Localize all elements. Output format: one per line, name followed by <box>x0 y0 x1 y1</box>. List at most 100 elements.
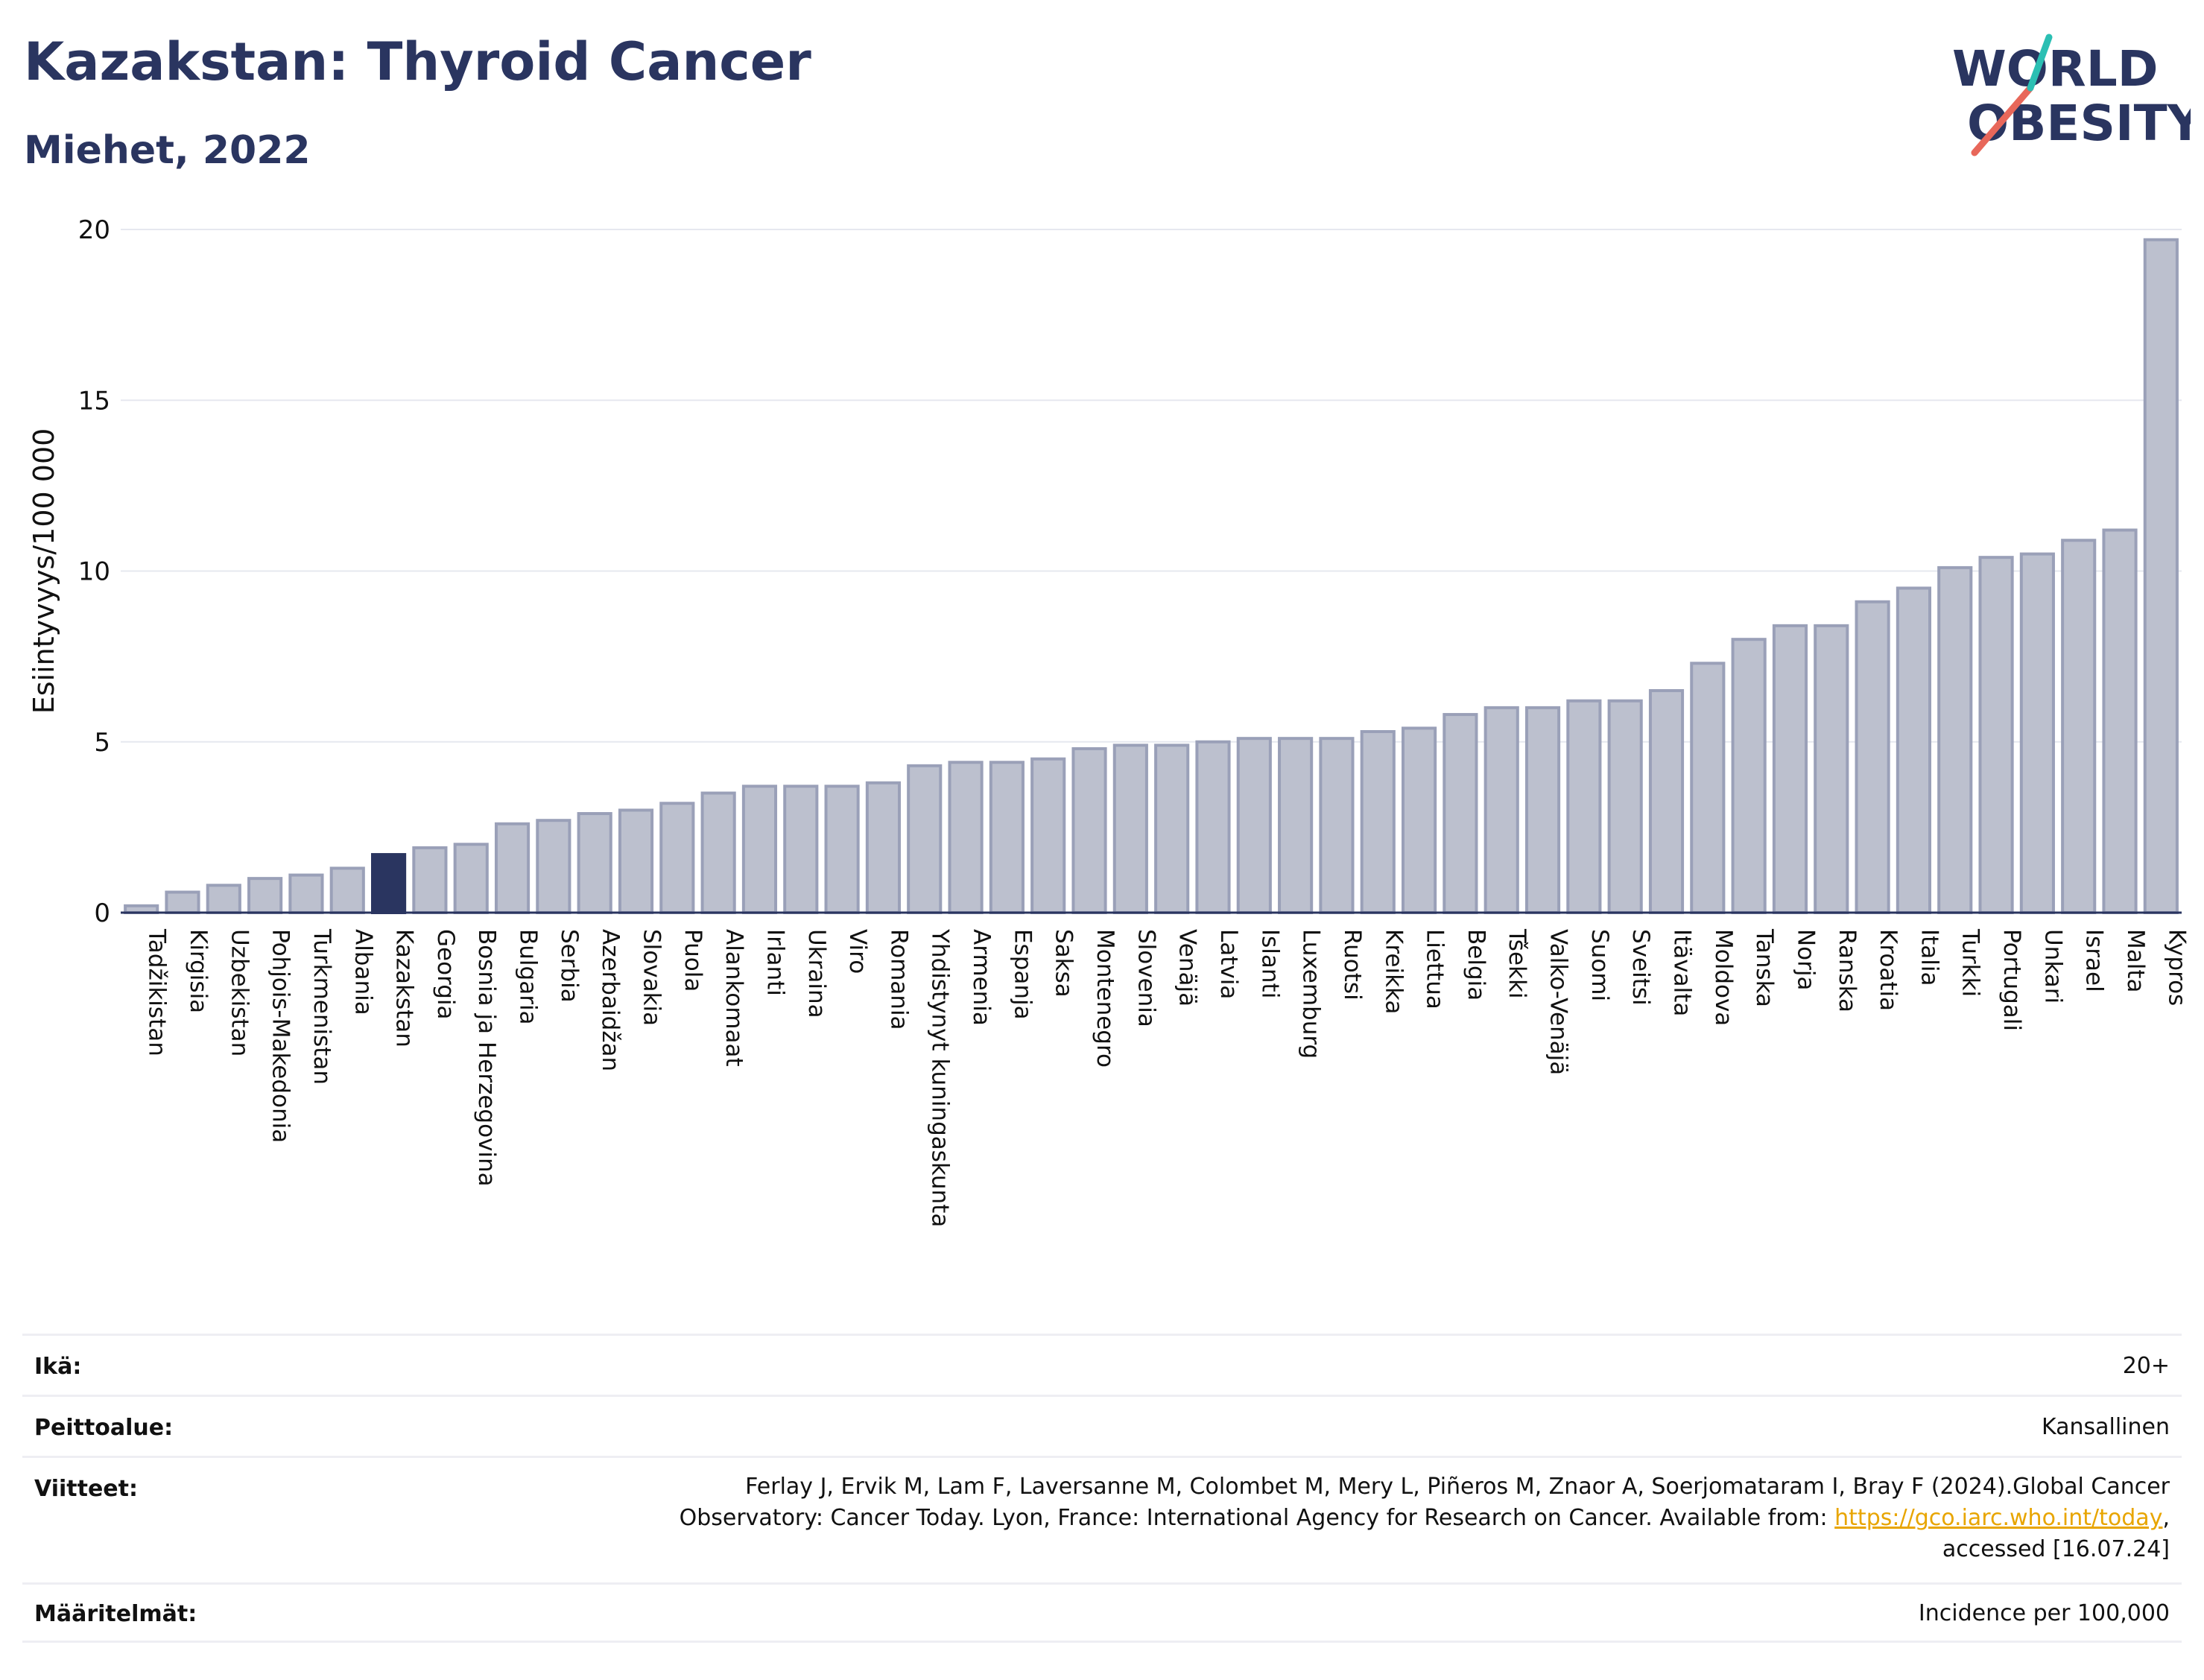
category-labels: Tadžikistan Kirgisia Uzbekistan Pohjois-Mak… <box>144 928 2191 1227</box>
reference-line-1: Ferlay J, Ervik M, Lam F, Laversanne M, … <box>745 1474 2170 1500</box>
category-label: Liettua <box>1422 929 1448 1009</box>
category-label: Albania <box>349 929 376 1015</box>
category-label: Georgia <box>432 929 459 1020</box>
category-label: Itävalta <box>1669 929 1696 1016</box>
chart-title: Kazakstan: Thyroid Cancer <box>24 31 811 92</box>
category-label: Kazakstan <box>391 929 418 1047</box>
y-tick-label: 20 <box>78 215 110 245</box>
bar-ven-j-[interactable] <box>1154 744 1190 915</box>
y-tick-label: 10 <box>78 557 110 587</box>
category-label: Norja <box>1792 929 1819 991</box>
bar-bulgaria[interactable] <box>494 822 531 915</box>
bar-italia[interactable] <box>1896 586 1931 914</box>
bar-ruotsi[interactable] <box>1319 737 1355 914</box>
bar-viro[interactable] <box>824 784 860 914</box>
bar-ranska[interactable] <box>1814 624 1849 914</box>
category-label: Kirgisia <box>185 929 212 1013</box>
category-label: Alankomaat <box>721 929 747 1067</box>
reference-link[interactable]: https://gco.iarc.who.int/today <box>1834 1505 2163 1531</box>
logo-slash-red <box>1971 84 2034 156</box>
bars <box>124 238 2179 915</box>
meta-key: Ikä: <box>34 1354 82 1380</box>
bar-luxemburg[interactable] <box>1278 737 1314 914</box>
chart-subtitle: Miehet, 2022 <box>24 128 311 173</box>
category-label: Valko-Venäjä <box>1545 929 1572 1075</box>
bar-slovakia[interactable] <box>618 808 654 914</box>
reference-line-3: accessed [16.07.24] <box>1942 1536 2170 1562</box>
bar-espanja[interactable] <box>989 761 1025 915</box>
bar-unkari[interactable] <box>2019 552 2055 914</box>
bar-irlanti[interactable] <box>741 784 778 914</box>
bar-kroatia[interactable] <box>1855 600 1890 914</box>
category-label: Espanja <box>1009 929 1036 1020</box>
bar-albania[interactable] <box>329 866 365 915</box>
category-label: Yhdistynyt kuningaskunta <box>927 928 954 1227</box>
category-label: Israel <box>2081 929 2108 992</box>
y-axis-label: Esiintyvyys/100 000 <box>28 428 60 714</box>
bar-alankomaat[interactable] <box>700 791 736 915</box>
y-tick-labels: 0 5 10 15 20 <box>78 215 110 928</box>
category-label: Viro <box>844 929 871 974</box>
category-label: Ranska <box>1834 929 1861 1012</box>
category-label: Ruotsi <box>1339 929 1366 1001</box>
category-label: Malta <box>2122 929 2149 993</box>
category-label: Tadžikistan <box>144 928 171 1056</box>
bar-malta[interactable] <box>2102 528 2138 914</box>
bar-liettua[interactable] <box>1402 726 1437 914</box>
bar-bosnia-ja-herzegovina[interactable] <box>453 843 489 915</box>
bar-kirgisia[interactable] <box>165 890 200 914</box>
bar-israel[interactable] <box>2061 539 2097 914</box>
bar-turkmenistan[interactable] <box>288 873 324 914</box>
meta-value: Kansallinen <box>2041 1414 2170 1440</box>
logo-slash-teal <box>2027 34 2053 92</box>
category-label: Moldova <box>1710 929 1737 1026</box>
logo-line2: OBESITY <box>1967 95 2191 152</box>
bar-montenegro[interactable] <box>1071 747 1107 914</box>
bar-pohjois-makedonia[interactable] <box>247 877 283 915</box>
bar-it-valta[interactable] <box>1648 688 1685 914</box>
meta-row-age: Ikä: 20+ <box>22 1334 2182 1395</box>
y-tick-label: 5 <box>94 728 110 758</box>
category-label: Uzbekistan <box>226 929 253 1056</box>
category-label: Suomi <box>1586 929 1613 1001</box>
bar-armenia[interactable] <box>948 761 984 915</box>
bar-kazakstan[interactable] <box>371 853 407 915</box>
bar-tanska[interactable] <box>1731 638 1767 914</box>
category-label: Turkmenistan <box>308 928 335 1085</box>
reference-line-2: Observatory: Cancer Today. Lyon, France:… <box>679 1505 2170 1531</box>
bar-portugali[interactable] <box>1978 556 2014 914</box>
bar-yhdistynyt-kuningaskunta[interactable] <box>907 764 943 914</box>
bar-suomi[interactable] <box>1566 699 1602 914</box>
bar-azerbaid-an[interactable] <box>577 812 612 915</box>
bar-norja[interactable] <box>1772 624 1808 914</box>
category-label: Romania <box>885 929 912 1030</box>
bar-uzbekistan[interactable] <box>206 884 241 914</box>
bar-islanti[interactable] <box>1236 737 1272 914</box>
bar-saksa[interactable] <box>1030 757 1066 914</box>
bar-slovenia[interactable] <box>1112 744 1148 915</box>
meta-row-coverage: Peittoalue: Kansallinen <box>22 1395 2182 1456</box>
meta-key: Peittoalue: <box>34 1415 174 1441</box>
bar-kypros[interactable] <box>2143 238 2179 914</box>
bar-moldova[interactable] <box>1690 662 1726 914</box>
category-label: Tanska <box>1751 928 1778 1007</box>
category-label: Kypros <box>2163 929 2190 1006</box>
category-label: Ukraina <box>803 929 830 1018</box>
bar-romania[interactable] <box>865 781 901 915</box>
bar-t-ekki[interactable] <box>1483 706 1519 915</box>
bar-sveitsi[interactable] <box>1607 699 1643 914</box>
category-label: Venäjä <box>1174 929 1201 1007</box>
bar-belgia[interactable] <box>1443 713 1478 914</box>
bar-kreikka[interactable] <box>1360 729 1396 914</box>
category-label: Bosnia ja Herzegovina <box>473 929 500 1187</box>
bar-georgia[interactable] <box>412 846 448 915</box>
bar-latvia[interactable] <box>1195 740 1231 914</box>
bar-valko-ven-j-[interactable] <box>1524 706 1561 915</box>
meta-value: 20+ <box>2122 1353 2170 1379</box>
bar-puola[interactable] <box>659 802 695 915</box>
meta-value: Ferlay J, Ervik M, Lam F, Laversanne M, … <box>680 1471 2170 1565</box>
category-label: Unkari <box>2039 929 2066 1004</box>
bar-serbia[interactable] <box>536 819 571 914</box>
bar-turkki[interactable] <box>1937 565 1973 914</box>
bar-ukraina[interactable] <box>783 784 819 914</box>
